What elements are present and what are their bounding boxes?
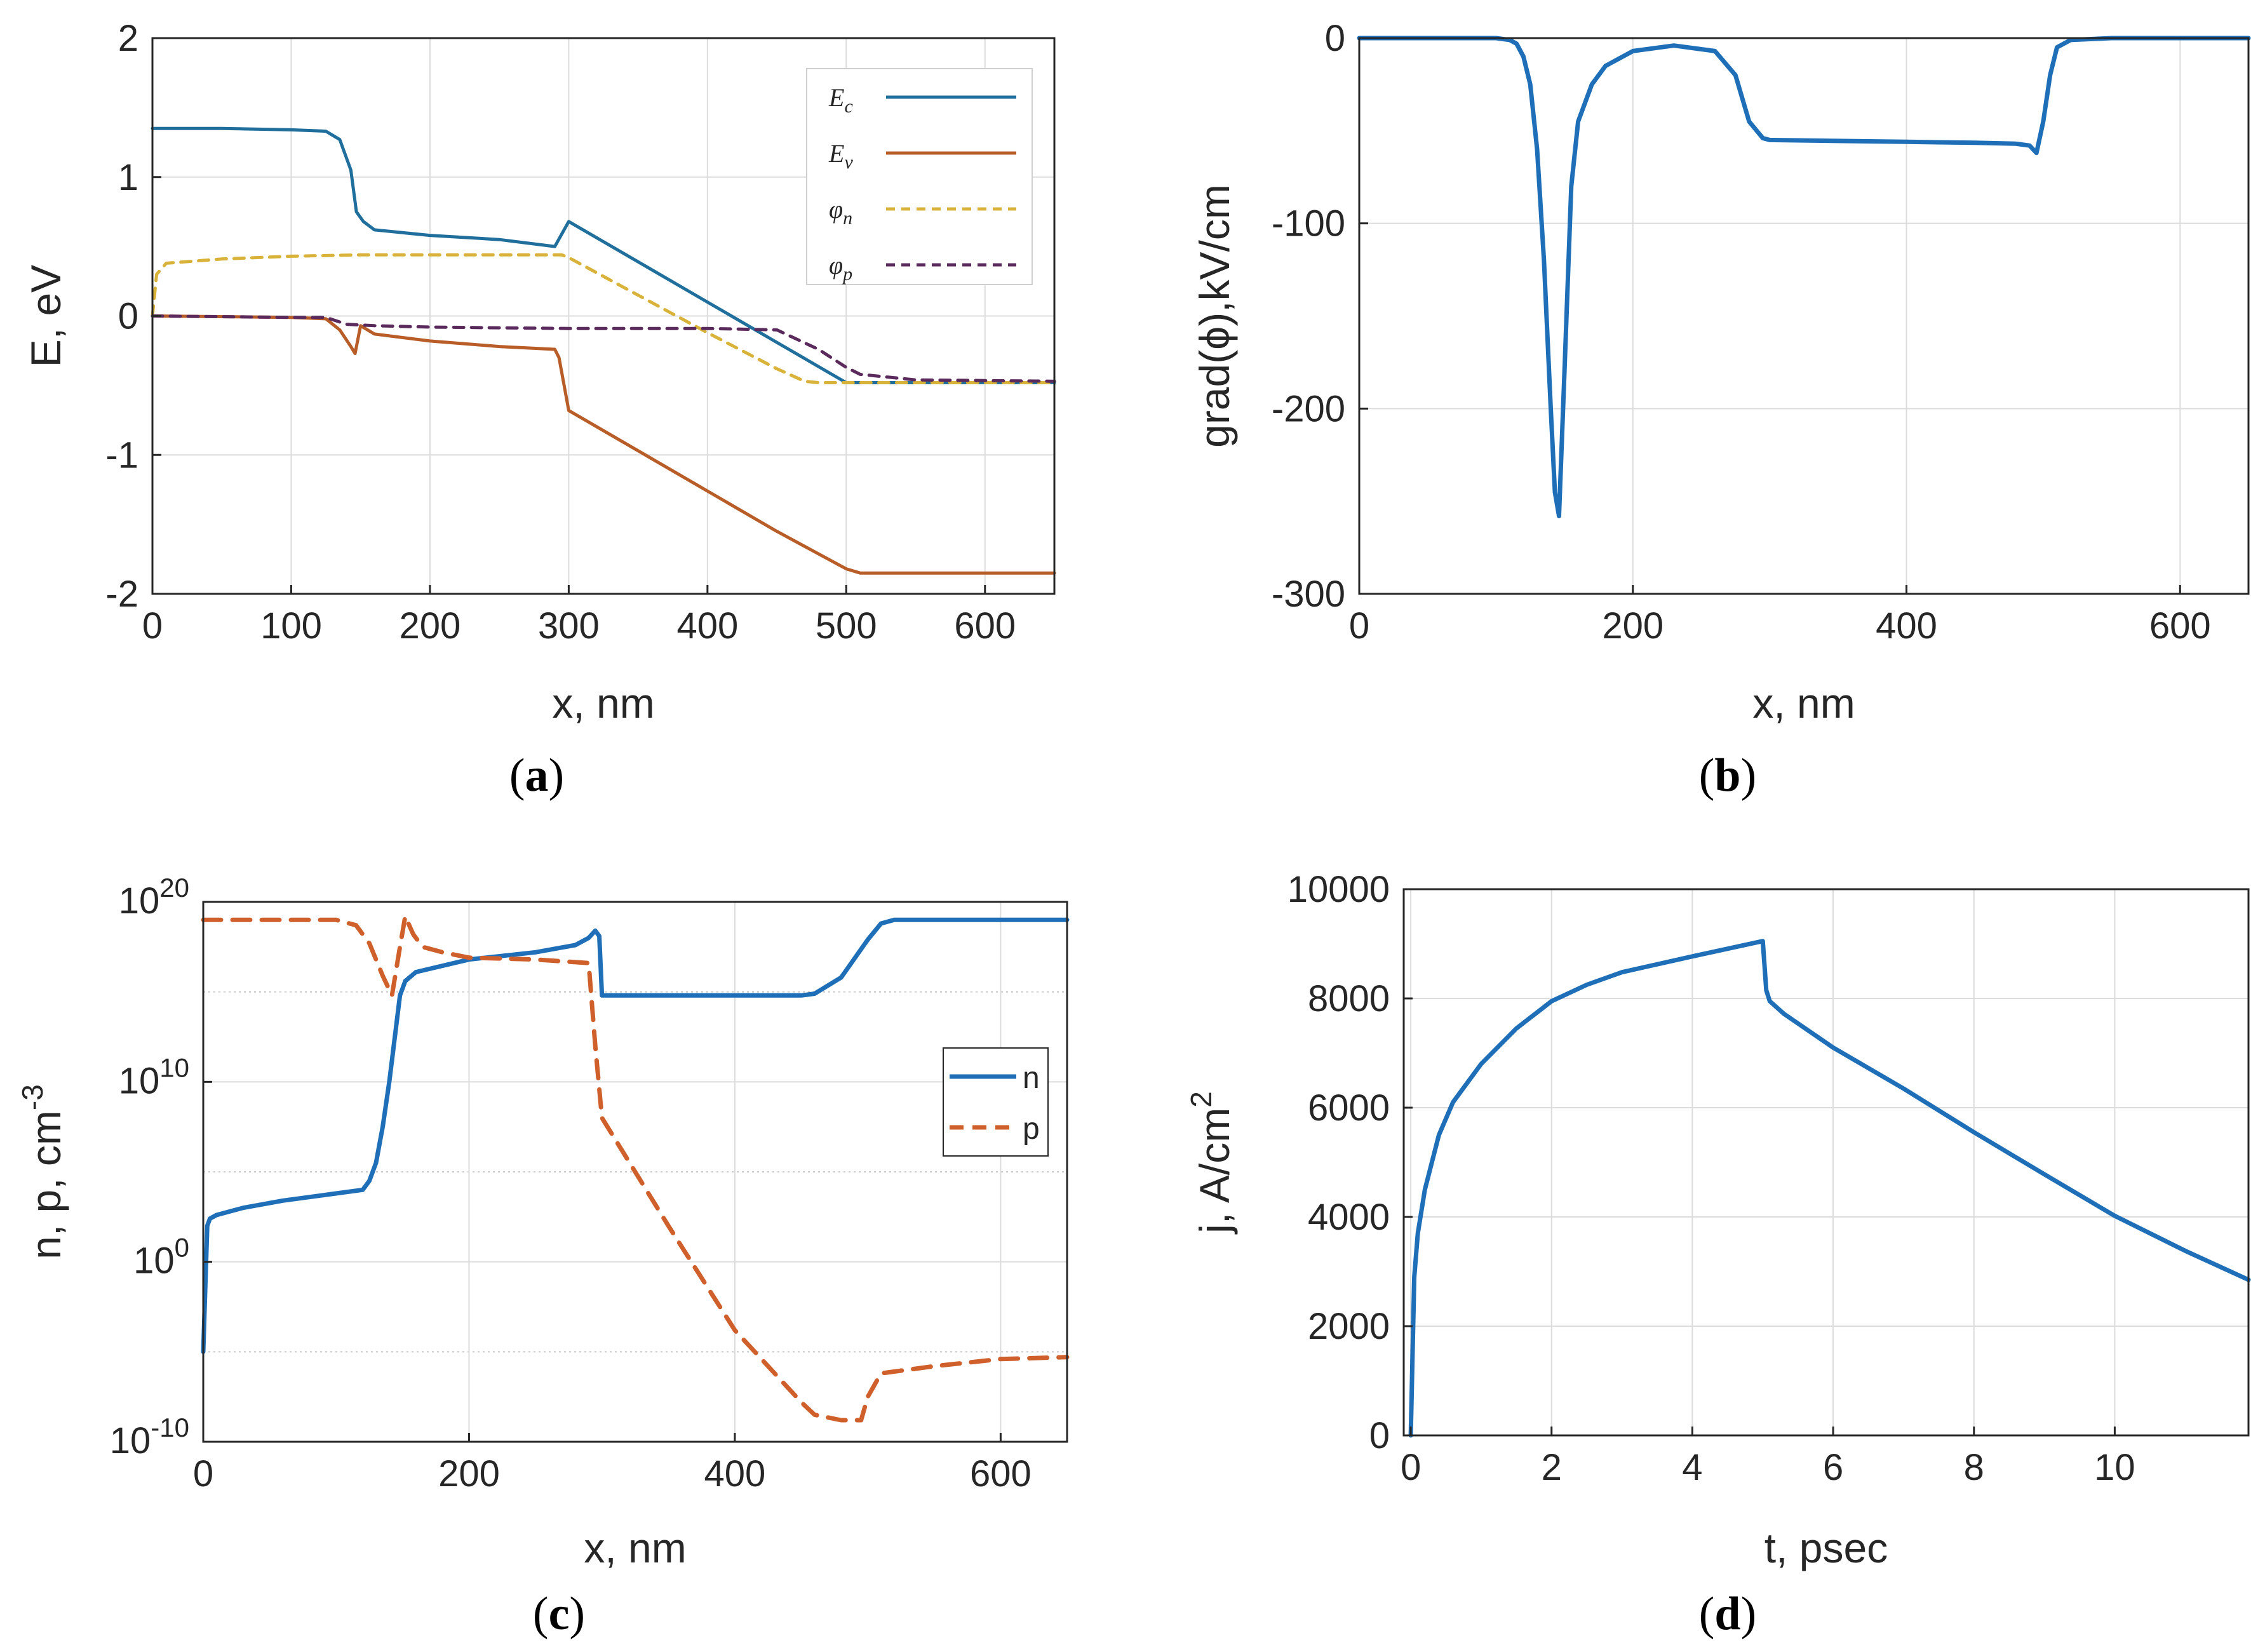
- ytick-label-b: 0: [1325, 18, 1345, 59]
- axes-box-b: [1358, 37, 2250, 595]
- legend-box-c: [943, 1047, 1049, 1157]
- xtick-label-d: 0: [1401, 1447, 1421, 1488]
- xlabel-d: t, psec: [1764, 1524, 1888, 1571]
- series-a-Ec: [151, 126, 1056, 384]
- ytick-label-c: 10-10: [110, 1413, 189, 1461]
- axes-box-d: [1402, 888, 2250, 1437]
- xtick-label-d: 2: [1542, 1447, 1562, 1488]
- legend-label-c: n: [1023, 1061, 1040, 1095]
- legend-label-a: φn: [829, 195, 852, 229]
- xtick-label-a: 200: [400, 605, 461, 647]
- legend-box-a: [806, 68, 1033, 285]
- caption-a: (a): [509, 749, 564, 802]
- xtick-label-b: 0: [1349, 605, 1369, 647]
- series-a-φn: [151, 253, 1056, 384]
- ytick-label-a: -2: [105, 574, 138, 615]
- ytick-label-a: 0: [118, 296, 138, 337]
- xtick-label-b: 600: [2149, 605, 2211, 647]
- xlabel-b: x, nm: [1752, 680, 1855, 727]
- ytick-label-c: 100: [133, 1233, 189, 1282]
- xtick-label-a: 600: [954, 605, 1016, 647]
- ylabel-a: E, eV: [22, 265, 69, 367]
- ytick-label-c: 1010: [119, 1052, 189, 1101]
- xtick-label-b: 200: [1602, 605, 1663, 647]
- ylabel-b: grad(ϕ),kV/cm: [1191, 184, 1238, 448]
- legend-label-a: φp: [829, 251, 852, 285]
- xtick-label-a: 400: [676, 605, 738, 647]
- ytick-label-d: 10000: [1287, 869, 1390, 910]
- ytick-label-d: 6000: [1308, 1087, 1390, 1129]
- xtick-label-b: 400: [1876, 605, 1937, 647]
- xtick-label-c: 600: [970, 1453, 1032, 1494]
- caption-c: (c): [533, 1588, 585, 1640]
- series-a-φp: [151, 314, 1056, 383]
- xtick-label-d: 10: [2094, 1447, 2135, 1488]
- ytick-label-d: 4000: [1308, 1197, 1390, 1238]
- caption-b: (b): [1699, 749, 1756, 802]
- axes-box-c: [202, 901, 1068, 1443]
- xtick-label-a: 500: [816, 605, 877, 647]
- chart-c: 0 200 400 600 10-10 100 1010 1020 x, nm n, p, cm-…: [16, 873, 1070, 1640]
- xtick-label-c: 400: [704, 1453, 766, 1494]
- xtick-label-a: 0: [142, 605, 163, 647]
- series-c-p: [201, 914, 1070, 1423]
- xlabel-a: x, nm: [552, 680, 654, 727]
- ytick-label-b: -100: [1272, 203, 1345, 245]
- xlabel-c: x, nm: [584, 1524, 686, 1571]
- xtick-label-c: 200: [438, 1453, 500, 1494]
- plot-area-d: [1404, 889, 2248, 1435]
- xtick-label-d: 4: [1682, 1447, 1702, 1488]
- caption-d: (d): [1699, 1588, 1756, 1640]
- ytick-label-d: 0: [1369, 1415, 1390, 1456]
- plot-area-b: [1359, 38, 2248, 594]
- ytick-label-b: -200: [1272, 388, 1345, 429]
- xtick-label-d: 8: [1964, 1447, 1984, 1488]
- legend-label-a: Ev: [828, 139, 853, 173]
- legend-label-a: Ec: [828, 83, 853, 117]
- ytick-label-a: 2: [118, 18, 138, 59]
- legend-label-c: p: [1023, 1112, 1040, 1146]
- ylabel-c: n, p, cm-3: [16, 1084, 69, 1259]
- xtick-label-a: 100: [260, 605, 322, 647]
- ytick-label-c: 1020: [119, 873, 189, 922]
- series-b-grad: [1357, 36, 2251, 518]
- ytick-label-d: 8000: [1308, 978, 1390, 1019]
- xtick-label-d: 6: [1823, 1447, 1843, 1488]
- ytick-label-d: 2000: [1308, 1306, 1390, 1347]
- ytick-label-a: -1: [105, 434, 138, 476]
- series-d-j: [1408, 939, 2251, 1438]
- chart-d: 0 2 4 6 8 10 0 2000 4000 6000 8000 10000 t, psec j, A…: [1185, 869, 2251, 1640]
- ylabel-d: j, A/cm2: [1185, 1091, 1238, 1235]
- chart-b: 0 200 400 600 -300 -200 -100 0 x, nm grad(ϕ),kV/c…: [1191, 18, 2251, 802]
- xtick-label-a: 300: [538, 605, 600, 647]
- ytick-label-b: -300: [1272, 574, 1345, 615]
- series-a-Ev: [151, 314, 1056, 575]
- ytick-label-a: 1: [118, 157, 138, 198]
- chart-a: 0 100 200 300 400 500 600 -2 -1 0 1 2 x, nm E, eV (a) E…: [22, 18, 1056, 802]
- xtick-label-c: 0: [193, 1453, 213, 1494]
